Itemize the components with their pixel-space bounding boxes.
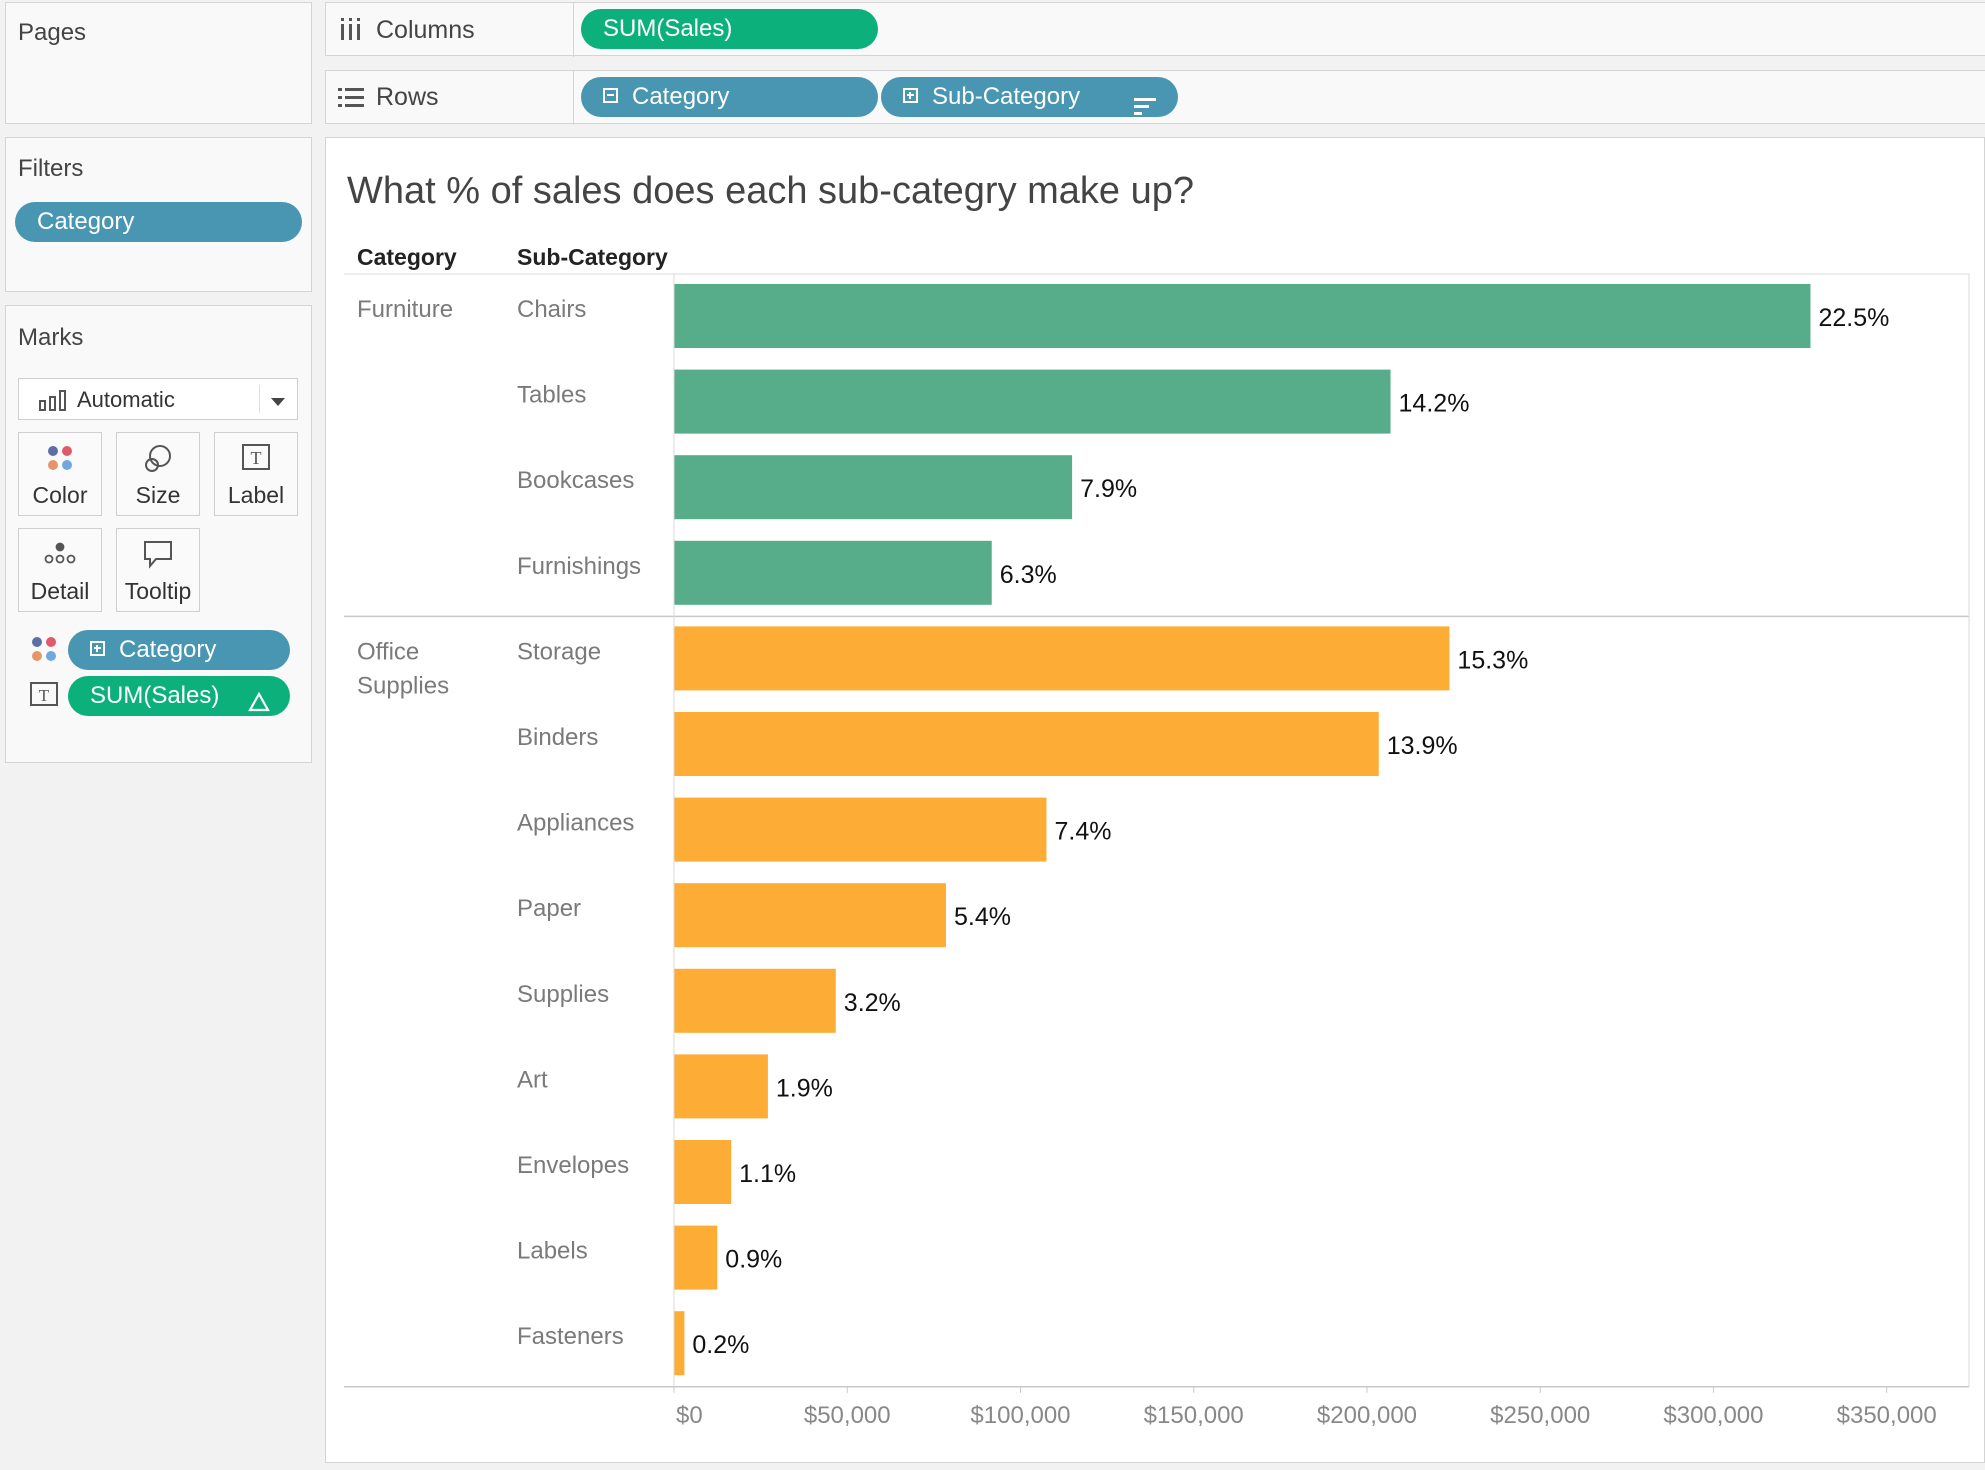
bar-paper[interactable]: [674, 883, 946, 947]
sub-category-label: Envelopes: [517, 1152, 629, 1179]
svg-text:T: T: [39, 686, 50, 705]
rows-pill-sub-category[interactable]: Sub-Category: [881, 77, 1178, 117]
label-icon: T: [241, 443, 271, 471]
sub-category-label: Appliances: [517, 810, 634, 837]
size-icon: [142, 443, 174, 475]
x-tick-label: $150,000: [1144, 1402, 1244, 1429]
detail-button[interactable]: Detail: [18, 528, 102, 612]
bar-chairs[interactable]: [674, 284, 1810, 348]
marks-panel: Marks Automatic Color Size T Label Detai…: [5, 305, 312, 763]
header-sub-category: Sub-Category: [517, 244, 668, 270]
bar-furnishings[interactable]: [674, 541, 992, 605]
sub-category-label: Storage: [517, 638, 601, 665]
columns-icon: [340, 17, 362, 46]
x-tick-label: $50,000: [804, 1402, 891, 1429]
bar-value-label: 15.3%: [1457, 646, 1528, 674]
sub-category-label: Bookcases: [517, 467, 634, 494]
rows-icon: [338, 87, 364, 114]
columns-pill-sum-sales[interactable]: SUM(Sales): [581, 9, 878, 49]
columns-shelf[interactable]: Columns SUM(Sales): [325, 2, 1985, 56]
sub-category-label: Furnishings: [517, 553, 641, 580]
rows-shelf[interactable]: Rows Category Sub-Category: [325, 70, 1985, 124]
bar-tables[interactable]: [674, 370, 1391, 434]
expand-icon[interactable]: [903, 88, 918, 103]
filters-title: Filters: [18, 155, 83, 183]
bar-value-label: 3.2%: [844, 989, 901, 1017]
size-button[interactable]: Size: [116, 432, 200, 516]
bar-value-label: 6.3%: [1000, 561, 1057, 589]
bar-value-label: 0.9%: [725, 1246, 782, 1274]
label-encoding-icon: T: [30, 682, 58, 711]
expand-icon[interactable]: [90, 641, 105, 656]
color-encoding-icon: [30, 635, 58, 668]
bar-value-label: 7.9%: [1080, 475, 1137, 503]
bar-value-label: 7.4%: [1054, 818, 1111, 846]
mark-type-dropdown[interactable]: Automatic: [18, 378, 298, 420]
category-label: Furniture: [357, 296, 453, 323]
sub-category-label: Supplies: [517, 981, 609, 1008]
chart-title: What % of sales does each sub-categry ma…: [347, 170, 1194, 212]
sub-category-label: Art: [517, 1066, 548, 1093]
bar-art[interactable]: [674, 1054, 768, 1118]
color-button[interactable]: Color: [18, 432, 102, 516]
bar-value-label: 13.9%: [1387, 732, 1458, 760]
pages-title: Pages: [18, 19, 86, 47]
columns-label: Columns: [376, 16, 475, 45]
color-icon: [45, 443, 75, 473]
x-tick-label: $200,000: [1317, 1402, 1417, 1429]
delta-icon: [248, 685, 270, 725]
marks-title: Marks: [18, 324, 83, 352]
rows-label: Rows: [376, 83, 439, 112]
tooltip-icon: [142, 539, 174, 569]
bar-value-label: 5.4%: [954, 903, 1011, 931]
bar-appliances[interactable]: [674, 798, 1046, 862]
header-category: Category: [357, 244, 457, 270]
x-tick-label: $100,000: [970, 1402, 1070, 1429]
bar-envelopes[interactable]: [674, 1140, 731, 1204]
sub-category-label: Tables: [517, 382, 586, 409]
sub-category-label: Labels: [517, 1238, 588, 1265]
filter-pill-category[interactable]: Category: [15, 202, 302, 242]
bar-fasteners[interactable]: [674, 1311, 684, 1375]
sub-category-label: Binders: [517, 724, 598, 751]
bar-supplies[interactable]: [674, 969, 836, 1033]
x-tick-label: $250,000: [1490, 1402, 1590, 1429]
mark-type-value: Automatic: [77, 387, 175, 413]
collapse-icon[interactable]: [603, 88, 618, 103]
detail-icon: [43, 539, 77, 567]
label-button[interactable]: T Label: [214, 432, 298, 516]
category-label: Supplies: [357, 672, 449, 699]
chevron-down-icon[interactable]: [271, 394, 285, 412]
pages-panel[interactable]: Pages: [5, 2, 312, 124]
bar-value-label: 0.2%: [692, 1331, 749, 1359]
view-area: What % of sales does each sub-categry ma…: [325, 137, 1985, 1463]
x-tick-label: $350,000: [1837, 1402, 1937, 1429]
sort-descending-icon[interactable]: [1134, 88, 1156, 128]
bar-value-label: 1.1%: [739, 1160, 796, 1188]
bar-value-label: 1.9%: [776, 1074, 833, 1102]
sub-category-label: Paper: [517, 895, 581, 922]
sub-category-label: Chairs: [517, 296, 586, 323]
tooltip-button[interactable]: Tooltip: [116, 528, 200, 612]
sub-category-label: Fasteners: [517, 1323, 624, 1350]
bar-value-label: 14.2%: [1399, 390, 1470, 418]
filters-panel[interactable]: Filters Category: [5, 137, 312, 292]
bar-chart: What % of sales does each sub-categry ma…: [326, 138, 1984, 1462]
rows-pill-category[interactable]: Category: [581, 77, 878, 117]
bar-labels[interactable]: [674, 1226, 717, 1290]
bar-storage[interactable]: [674, 626, 1449, 690]
bar-binders[interactable]: [674, 712, 1379, 776]
marks-pill-sum-sales[interactable]: SUM(Sales): [68, 676, 290, 716]
bar-bookcases[interactable]: [674, 455, 1072, 519]
category-label: Office: [357, 638, 419, 665]
x-tick-label: $0: [676, 1402, 703, 1429]
marks-pill-category[interactable]: Category: [68, 630, 290, 670]
x-tick-label: $300,000: [1663, 1402, 1763, 1429]
bar-chart-icon: [39, 389, 67, 416]
bar-value-label: 22.5%: [1818, 304, 1889, 332]
svg-text:T: T: [251, 448, 262, 468]
